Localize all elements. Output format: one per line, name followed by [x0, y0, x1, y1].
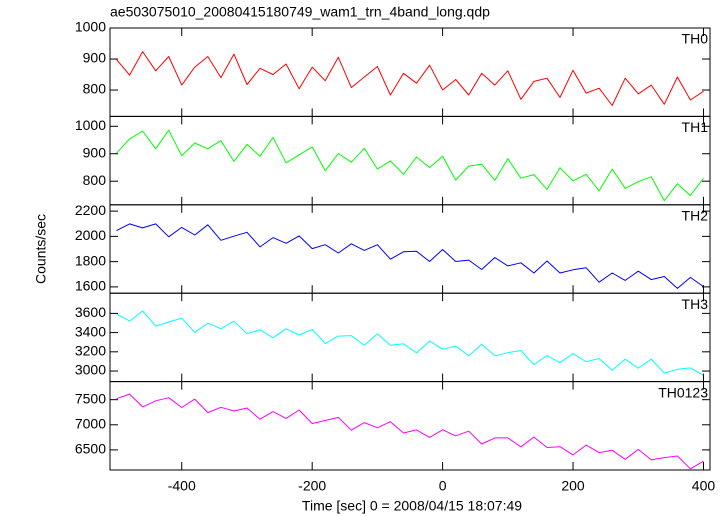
- y-tick-label: 1800: [75, 252, 106, 268]
- y-tick-label: 900: [83, 144, 107, 160]
- panel-frame: [109, 115, 711, 206]
- data-line: [116, 51, 704, 106]
- panel-frame: [109, 27, 711, 117]
- x-tick-label: 200: [561, 478, 585, 494]
- y-tick-label: 3400: [75, 323, 106, 339]
- x-tick-label: 0: [439, 478, 447, 494]
- x-tick-label: -200: [298, 478, 326, 494]
- y-tick-label: 900: [83, 50, 107, 66]
- y-tick-label: 1000: [75, 19, 106, 35]
- panel-label: TH2: [682, 208, 709, 224]
- y-tick-label: 3600: [75, 304, 106, 320]
- y-tick-label: 800: [83, 81, 107, 97]
- y-tick-label: 2200: [75, 202, 106, 218]
- y-axis-label: Counts/sec: [33, 214, 49, 284]
- chart-title: ae503075010_20080415180749_wam1_trn_4ban…: [110, 4, 490, 20]
- data-line: [116, 393, 704, 470]
- x-tick-label: 400: [692, 478, 716, 494]
- y-tick-label: 7500: [75, 390, 106, 406]
- y-tick-label: 2000: [75, 227, 106, 243]
- y-tick-label: 800: [83, 172, 107, 188]
- panel-label: TH1: [682, 119, 709, 135]
- panel-frame: [109, 292, 711, 383]
- x-tick-label: -400: [168, 478, 196, 494]
- panel-label: TH3: [682, 296, 709, 312]
- panel-frame: [109, 381, 711, 471]
- panel-frame: [109, 204, 711, 294]
- x-axis-label: Time [sec] 0 = 2008/04/15 18:07:49: [302, 498, 522, 514]
- y-tick-label: 6500: [75, 441, 106, 457]
- y-tick-label: 3200: [75, 343, 106, 359]
- data-line: [116, 129, 704, 202]
- data-line: [116, 223, 704, 289]
- y-tick-label: 3000: [75, 362, 106, 378]
- y-tick-label: 1000: [75, 117, 106, 133]
- panel-label: TH0123: [658, 384, 708, 400]
- panel-label: TH0: [682, 31, 709, 47]
- y-tick-label: 1600: [75, 278, 106, 294]
- data-line: [116, 310, 704, 376]
- y-tick-label: 7000: [75, 415, 106, 431]
